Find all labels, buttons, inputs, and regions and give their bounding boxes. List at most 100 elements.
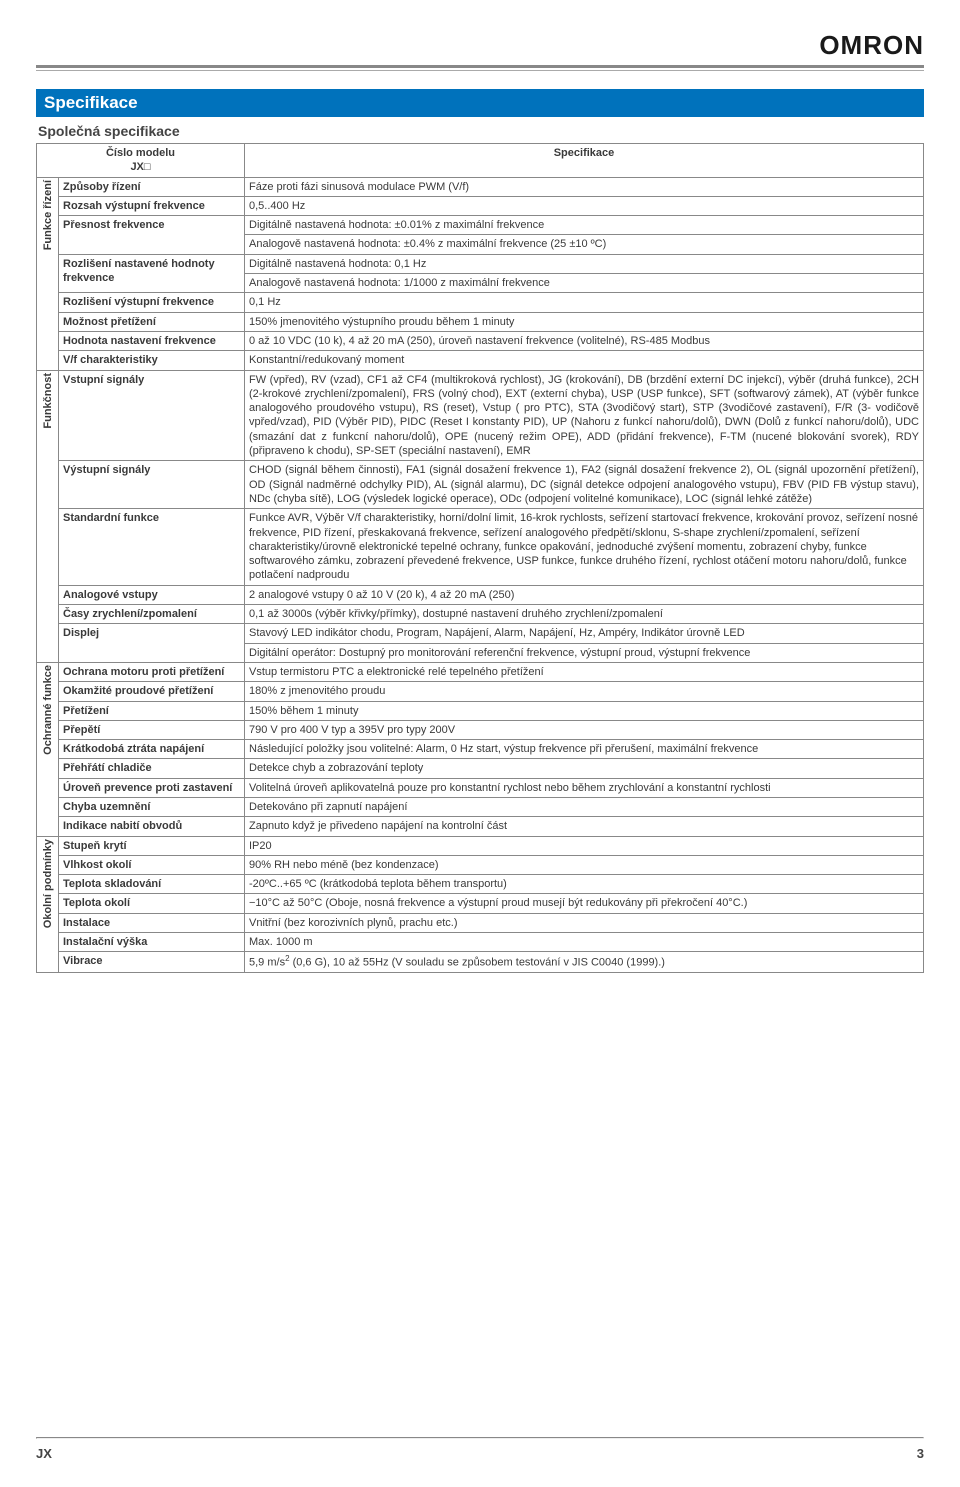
table-row: Rozsah výstupní frekvence0,5..400 Hz bbox=[37, 196, 924, 215]
param-label: V/f charakteristiky bbox=[59, 351, 245, 370]
header-model: Číslo modelu JX□ bbox=[37, 144, 245, 178]
table-row: Standardní funkceFunkce AVR, Výběr V/f c… bbox=[37, 509, 924, 585]
param-label: Výstupní signály bbox=[59, 461, 245, 509]
param-value: 0,5..400 Hz bbox=[245, 196, 924, 215]
param-value: Detekce chyb a zobrazování teploty bbox=[245, 759, 924, 778]
brand-logo: OMRON bbox=[819, 30, 924, 60]
table-row: Funkce řízeníZpůsoby řízeníFáze proti fá… bbox=[37, 177, 924, 196]
param-label: Instalace bbox=[59, 913, 245, 932]
param-value: Vstup termistoru PTC a elektronické relé… bbox=[245, 662, 924, 681]
param-value: Volitelná úroveň aplikovatelná pouze pro… bbox=[245, 778, 924, 797]
group-label: Ochranné funkce bbox=[37, 662, 59, 836]
table-row: Teplota skladování-20ºC..+65 ºC (krátkod… bbox=[37, 875, 924, 894]
footer-right: 3 bbox=[917, 1446, 924, 1461]
param-label: Instalační výška bbox=[59, 933, 245, 952]
param-value: Digitálně nastavená hodnota: ±0.01% z ma… bbox=[245, 216, 924, 235]
param-value: 790 V pro 400 V typ a 395V pro typy 200V bbox=[245, 720, 924, 739]
param-label: Hodnota nastavení frekvence bbox=[59, 331, 245, 350]
param-label: Vstupní signály bbox=[59, 370, 245, 461]
param-value: 2 analogové vstupy 0 až 10 V (20 k), 4 a… bbox=[245, 585, 924, 604]
footer-left: JX bbox=[36, 1446, 52, 1461]
param-value: 180% z jmenovitého proudu bbox=[245, 682, 924, 701]
param-value: FW (vpřed), RV (vzad), CF1 až CF4 (multi… bbox=[245, 370, 924, 461]
footer-rule bbox=[36, 1437, 924, 1439]
param-value: Analogově nastavená hodnota: ±0.4% z max… bbox=[245, 235, 924, 254]
param-value: 0,1 Hz bbox=[245, 293, 924, 312]
param-value: 150% jmenovitého výstupního proudu během… bbox=[245, 312, 924, 331]
table-row: Teplota okolí−10°C až 50°C (Oboje, nosná… bbox=[37, 894, 924, 913]
param-value: Následující položky jsou volitelné: Alar… bbox=[245, 740, 924, 759]
table-row: Chyba uzemněníDetekováno při zapnutí nap… bbox=[37, 797, 924, 816]
param-value: Zapnuto když je přivedeno napájení na ko… bbox=[245, 817, 924, 836]
param-label: Přehřátí chladiče bbox=[59, 759, 245, 778]
table-row: Okamžité proudové přetížení180% z jmenov… bbox=[37, 682, 924, 701]
param-value: −10°C až 50°C (Oboje, nosná frekvence a … bbox=[245, 894, 924, 913]
param-label: Analogové vstupy bbox=[59, 585, 245, 604]
param-value: 5,9 m/s2 (0,6 G), 10 až 55Hz (V souladu … bbox=[245, 952, 924, 973]
table-row: Krátkodobá ztráta napájeníNásledující po… bbox=[37, 740, 924, 759]
param-label: Přetížení bbox=[59, 701, 245, 720]
table-row: Přehřátí chladičeDetekce chyb a zobrazov… bbox=[37, 759, 924, 778]
param-value: Detekováno při zapnutí napájení bbox=[245, 797, 924, 816]
param-value: -20ºC..+65 ºC (krátkodobá teplota během … bbox=[245, 875, 924, 894]
table-row: InstalaceVnitřní (bez korozivních plynů,… bbox=[37, 913, 924, 932]
param-label: Teplota okolí bbox=[59, 894, 245, 913]
param-label: Vlhkost okolí bbox=[59, 855, 245, 874]
param-label: Rozlišení nastavené hodnoty frekvence bbox=[59, 254, 245, 293]
table-row: DisplejStavový LED indikátor chodu, Prog… bbox=[37, 624, 924, 643]
param-label: Vibrace bbox=[59, 952, 245, 973]
section-title: Specifikace bbox=[36, 89, 924, 117]
table-header-row: Číslo modelu JX□ Specifikace bbox=[37, 144, 924, 178]
table-row: Ochranné funkceOchrana motoru proti přet… bbox=[37, 662, 924, 681]
table-row: Přepětí790 V pro 400 V typ a 395V pro ty… bbox=[37, 720, 924, 739]
param-value: Digitální operátor: Dostupný pro monitor… bbox=[245, 643, 924, 662]
param-value: Fáze proti fázi sinusová modulace PWM (V… bbox=[245, 177, 924, 196]
header-rule-thick bbox=[36, 65, 924, 68]
table-row: Hodnota nastavení frekvence0 až 10 VDC (… bbox=[37, 331, 924, 350]
param-value: Vnitřní (bez korozivních plynů, prachu e… bbox=[245, 913, 924, 932]
spec-table: Číslo modelu JX□ Specifikace Funkce říze… bbox=[36, 143, 924, 973]
param-value: CHOD (signál během činnosti), FA1 (signá… bbox=[245, 461, 924, 509]
logo-row: OMRON bbox=[36, 30, 924, 65]
table-row: Časy zrychlení/zpomalení0,1 až 3000s (vý… bbox=[37, 605, 924, 624]
table-row: Indikace nabití obvodůZapnuto když je př… bbox=[37, 817, 924, 836]
param-value: Digitálně nastavená hodnota: 0,1 Hz bbox=[245, 254, 924, 273]
table-row: Rozlišení výstupní frekvence0,1 Hz bbox=[37, 293, 924, 312]
table-row: Vlhkost okolí90% RH nebo méně (bez konde… bbox=[37, 855, 924, 874]
param-value: IP20 bbox=[245, 836, 924, 855]
param-value: Stavový LED indikátor chodu, Program, Na… bbox=[245, 624, 924, 643]
table-row: Analogové vstupy2 analogové vstupy 0 až … bbox=[37, 585, 924, 604]
param-value: Max. 1000 m bbox=[245, 933, 924, 952]
param-label: Přepětí bbox=[59, 720, 245, 739]
section-subtitle: Společná specifikace bbox=[36, 123, 924, 139]
table-row: Okolní podmínkyStupeň krytíIP20 bbox=[37, 836, 924, 855]
param-label: Displej bbox=[59, 624, 245, 663]
param-label: Úroveň prevence proti zastavení bbox=[59, 778, 245, 797]
table-row: Vibrace5,9 m/s2 (0,6 G), 10 až 55Hz (V s… bbox=[37, 952, 924, 973]
param-label: Teplota skladování bbox=[59, 875, 245, 894]
group-label: Funkčnost bbox=[37, 370, 59, 662]
table-row: Výstupní signályCHOD (signál během činno… bbox=[37, 461, 924, 509]
header-model-line1: Číslo modelu bbox=[41, 146, 240, 160]
table-row: Rozlišení nastavené hodnoty frekvenceDig… bbox=[37, 254, 924, 273]
param-value: 0,1 až 3000s (výběr křivky/přímky), dost… bbox=[245, 605, 924, 624]
param-label: Stupeň krytí bbox=[59, 836, 245, 855]
param-label: Rozlišení výstupní frekvence bbox=[59, 293, 245, 312]
param-label: Možnost přetížení bbox=[59, 312, 245, 331]
group-label: Funkce řízení bbox=[37, 177, 59, 370]
param-label: Okamžité proudové přetížení bbox=[59, 682, 245, 701]
param-label: Přesnost frekvence bbox=[59, 216, 245, 255]
table-row: Přesnost frekvenceDigitálně nastavená ho… bbox=[37, 216, 924, 235]
table-row: Možnost přetížení150% jmenovitého výstup… bbox=[37, 312, 924, 331]
param-label: Rozsah výstupní frekvence bbox=[59, 196, 245, 215]
header-model-line2: JX□ bbox=[41, 160, 240, 174]
param-label: Způsoby řízení bbox=[59, 177, 245, 196]
header-rule-thin bbox=[36, 70, 924, 71]
param-value: 150% během 1 minuty bbox=[245, 701, 924, 720]
table-row: Instalační výškaMax. 1000 m bbox=[37, 933, 924, 952]
param-label: Krátkodobá ztráta napájení bbox=[59, 740, 245, 759]
header-spec: Specifikace bbox=[245, 144, 924, 178]
param-label: Standardní funkce bbox=[59, 509, 245, 585]
param-value: Funkce AVR, Výběr V/f charakteristiky, h… bbox=[245, 509, 924, 585]
param-value: 0 až 10 VDC (10 k), 4 až 20 mA (250), úr… bbox=[245, 331, 924, 350]
